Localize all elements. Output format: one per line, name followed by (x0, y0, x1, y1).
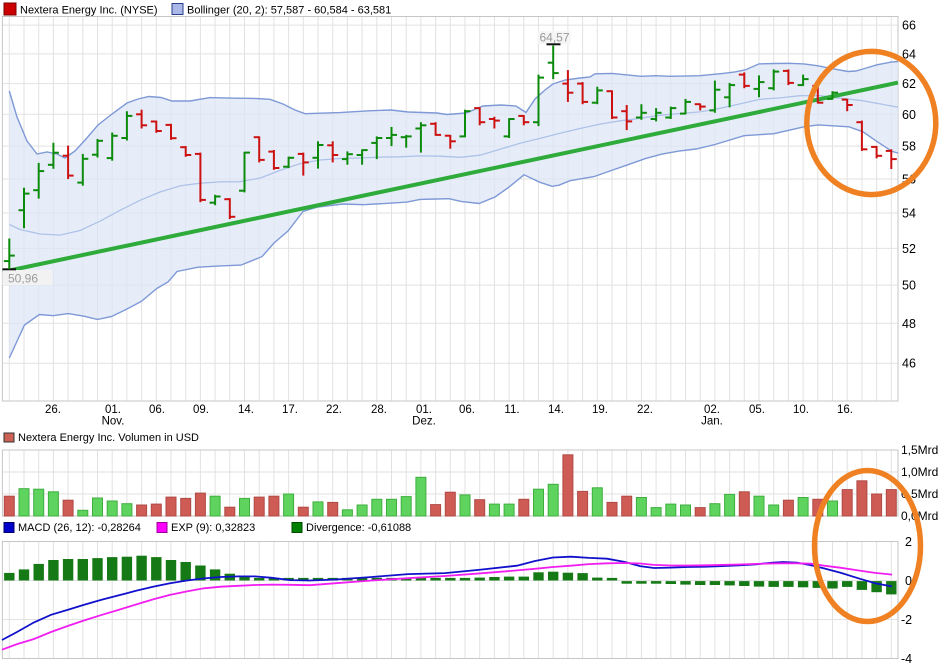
svg-text:54: 54 (902, 207, 916, 221)
svg-text:MACD (26, 12): -0,28264: MACD (26, 12): -0,28264 (18, 522, 141, 534)
svg-text:14.: 14. (238, 404, 254, 416)
svg-text:Divergence: -0,61088: Divergence: -0,61088 (306, 522, 411, 534)
svg-text:17.: 17. (282, 404, 298, 416)
svg-text:2: 2 (905, 535, 912, 549)
svg-text:Dez.: Dez. (412, 416, 436, 428)
svg-text:1,5Mrd: 1,5Mrd (901, 443, 938, 457)
svg-text:46: 46 (902, 357, 916, 371)
svg-text:50,96: 50,96 (8, 272, 38, 286)
svg-text:64: 64 (902, 47, 916, 61)
svg-text:06.: 06. (459, 404, 475, 416)
svg-text:16.: 16. (837, 404, 853, 416)
svg-text:Bollinger (20, 2): 57,587 - 60: Bollinger (20, 2): 57,587 - 60,584 - 63,… (187, 5, 391, 17)
svg-text:48: 48 (902, 317, 916, 331)
svg-text:02.: 02. (704, 404, 720, 416)
svg-text:01.: 01. (416, 404, 432, 416)
svg-text:10.: 10. (793, 404, 809, 416)
svg-text:Nextera Energy Inc. (NYSE): Nextera Energy Inc. (NYSE) (20, 5, 158, 17)
svg-text:28.: 28. (371, 404, 387, 416)
svg-text:14.: 14. (548, 404, 564, 416)
svg-text:Nov.: Nov. (102, 416, 125, 428)
svg-text:0,0Mrd: 0,0Mrd (901, 509, 938, 523)
svg-text:26.: 26. (45, 404, 61, 416)
svg-text:58: 58 (902, 140, 916, 154)
svg-text:19.: 19. (592, 404, 608, 416)
svg-text:01.: 01. (105, 404, 121, 416)
svg-text:64,57: 64,57 (540, 30, 570, 44)
svg-text:09.: 09. (193, 404, 209, 416)
svg-text:62: 62 (902, 77, 916, 91)
svg-text:-4: -4 (901, 652, 912, 666)
svg-text:Jan.: Jan. (701, 416, 723, 428)
svg-text:50: 50 (902, 279, 916, 293)
svg-text:22.: 22. (326, 404, 342, 416)
svg-text:0: 0 (905, 574, 912, 588)
svg-text:05.: 05. (749, 404, 765, 416)
svg-text:1,0Mrd: 1,0Mrd (901, 465, 938, 479)
svg-text:11.: 11. (504, 404, 519, 416)
svg-text:52: 52 (902, 242, 916, 256)
svg-text:06.: 06. (149, 404, 165, 416)
svg-text:Nextera Energy Inc. Volumen in: Nextera Energy Inc. Volumen in USD (18, 432, 199, 444)
svg-text:60: 60 (902, 108, 916, 122)
svg-text:-2: -2 (901, 613, 912, 627)
svg-text:66: 66 (902, 19, 916, 33)
svg-text:EXP (9): 0,32823: EXP (9): 0,32823 (171, 522, 255, 534)
svg-text:22.: 22. (637, 404, 653, 416)
